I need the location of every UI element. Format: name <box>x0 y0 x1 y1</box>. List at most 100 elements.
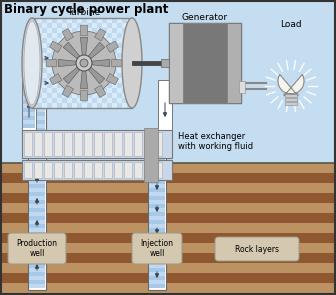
Polygon shape <box>112 59 122 67</box>
Polygon shape <box>80 25 88 35</box>
Bar <box>107 98 112 103</box>
Bar <box>149 228 165 232</box>
Bar <box>82 93 87 98</box>
Polygon shape <box>80 37 88 57</box>
Bar <box>29 136 45 140</box>
Bar <box>87 78 92 83</box>
Bar <box>82 68 87 73</box>
Bar <box>32 63 37 68</box>
Bar <box>107 53 112 58</box>
Bar <box>47 28 52 33</box>
Bar <box>62 58 67 63</box>
Bar <box>97 88 102 93</box>
Bar <box>92 28 97 33</box>
Bar <box>102 93 107 98</box>
Bar <box>77 63 82 68</box>
Polygon shape <box>90 59 110 67</box>
Bar <box>158 80 172 132</box>
Text: Generator: Generator <box>182 13 228 22</box>
Bar <box>107 63 112 68</box>
Bar <box>149 196 165 200</box>
Bar <box>107 83 112 88</box>
Bar <box>239 81 245 93</box>
Bar <box>117 93 122 98</box>
Bar <box>29 200 45 204</box>
Bar <box>57 33 62 38</box>
Bar <box>29 168 45 172</box>
Bar <box>29 116 45 120</box>
Bar <box>67 93 72 98</box>
Bar <box>23 92 35 96</box>
Bar <box>47 73 52 78</box>
Bar <box>87 48 92 53</box>
Bar <box>77 28 82 33</box>
Bar <box>112 33 117 38</box>
Bar <box>149 156 165 160</box>
Bar <box>87 53 92 58</box>
Bar <box>107 28 112 33</box>
Bar <box>57 43 62 48</box>
Bar <box>87 73 92 78</box>
Bar <box>52 93 57 98</box>
Bar <box>67 103 72 108</box>
Bar <box>47 38 52 43</box>
Bar <box>52 73 57 78</box>
Polygon shape <box>50 73 62 85</box>
Bar <box>82 73 87 78</box>
Bar <box>87 23 92 28</box>
Bar <box>149 208 165 212</box>
Bar <box>57 83 62 88</box>
Bar <box>62 28 67 33</box>
Bar <box>127 48 132 53</box>
Bar <box>0 263 336 273</box>
Bar <box>52 68 57 73</box>
Bar <box>112 78 117 83</box>
Bar <box>47 18 52 23</box>
Bar <box>107 48 112 53</box>
Bar <box>37 103 42 108</box>
Bar <box>122 48 127 53</box>
Bar <box>52 38 57 43</box>
Bar <box>82 38 87 43</box>
Bar <box>37 68 42 73</box>
Bar <box>32 53 37 58</box>
Bar <box>52 18 57 23</box>
Bar <box>107 78 112 83</box>
Bar <box>52 53 57 58</box>
Bar <box>32 38 37 43</box>
Bar <box>57 88 62 93</box>
Bar <box>34 162 42 178</box>
Bar <box>102 53 107 58</box>
Bar <box>102 103 107 108</box>
Bar <box>92 93 97 98</box>
Bar <box>149 252 165 256</box>
Bar <box>24 162 32 178</box>
Bar <box>29 240 45 244</box>
Bar <box>112 48 117 53</box>
Bar <box>67 18 72 23</box>
Bar <box>29 280 45 284</box>
Bar <box>127 103 132 108</box>
Bar <box>37 63 42 68</box>
Bar <box>149 220 165 224</box>
Polygon shape <box>62 29 74 41</box>
Bar <box>57 68 62 73</box>
Bar <box>127 68 132 73</box>
Bar <box>144 162 152 178</box>
Bar <box>127 88 132 93</box>
Bar <box>122 33 127 38</box>
Bar <box>0 243 336 253</box>
Bar <box>127 93 132 98</box>
Bar <box>42 58 47 63</box>
Bar <box>102 58 107 63</box>
Bar <box>72 73 77 78</box>
Bar <box>127 18 132 23</box>
Bar <box>149 264 165 268</box>
Bar <box>97 18 102 23</box>
Bar <box>149 248 165 252</box>
Bar <box>77 93 82 98</box>
Bar <box>148 152 166 290</box>
Bar <box>122 68 127 73</box>
Bar <box>37 93 42 98</box>
Bar <box>0 283 336 293</box>
